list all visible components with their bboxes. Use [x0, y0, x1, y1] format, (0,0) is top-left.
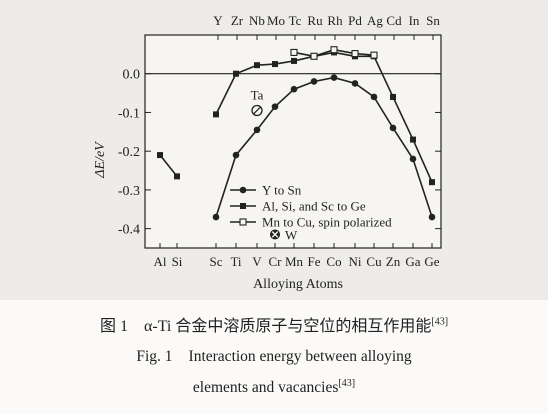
series-2-seg2-point	[291, 57, 297, 64]
caption-english-line-1: Fig. 1 Interaction energy between alloyin…	[0, 348, 548, 366]
x-top-tick-label-sn: Sn	[426, 13, 440, 28]
x-top-tick-label-y: Y	[213, 13, 223, 28]
series-3-point	[290, 48, 298, 56]
legend-marker	[240, 203, 246, 209]
series-1-point	[351, 80, 359, 87]
x-top-tick-label-ag: Ag	[367, 13, 383, 28]
x-axis-label: Alloying Atoms	[253, 277, 343, 292]
series-3-point	[330, 46, 338, 54]
annotation-w-label: W	[285, 227, 298, 242]
x-top-tick-label-rh: Rh	[327, 13, 343, 28]
series-1-point	[290, 85, 298, 93]
x-tick-label-al: Al	[154, 254, 167, 269]
x-top-tick-label-in: In	[409, 13, 420, 28]
x-top-tick-label-ru: Ru	[307, 13, 323, 28]
x-tick-label-si: Si	[172, 254, 183, 269]
plot-frame	[144, 34, 442, 249]
annotation-ta-label: Ta	[251, 88, 264, 103]
series-2-seg2-point	[254, 62, 260, 69]
y-axis-label: ΔE/eV	[93, 141, 108, 179]
caption-cn-prefix: 图 1	[99, 318, 128, 335]
x-top-tick-label-cd: Cd	[386, 13, 402, 28]
caption-cn-text: α-Ti 合金中溶质原子与空位的相互作用能	[143, 318, 432, 335]
series-2-seg1-point	[157, 152, 163, 159]
series-1-line	[215, 76, 433, 218]
legend-marker	[239, 186, 247, 194]
series-1-point	[370, 93, 378, 101]
legend-label-series-3: Mn to Cu, spin polarized	[262, 215, 392, 230]
series-2-seg2-point	[233, 70, 239, 77]
series-2-seg2-point	[272, 61, 278, 68]
series-1-point	[212, 213, 220, 221]
ta-marker-circle	[251, 104, 263, 117]
series-2-seg2-point	[390, 93, 396, 100]
x-top-tick-label-mo: Mo	[267, 13, 285, 28]
series-2-seg1-point	[174, 173, 180, 180]
x-top-tick-label-zr: Zr	[231, 13, 244, 28]
y-tick-label: -0.4	[118, 223, 140, 238]
series-2-seg2-line	[215, 51, 433, 183]
legend-label-series-1: Y to Sn	[262, 183, 302, 198]
series-3-point	[351, 50, 359, 58]
w-marker-cross-2	[271, 231, 279, 238]
x-top-tick-label-nb: Nb	[249, 13, 265, 28]
series-2-seg1-line	[159, 154, 178, 177]
x-tick-label-cr: Cr	[269, 254, 283, 269]
series-1-point	[428, 213, 436, 221]
x-tick-label-ge: Ge	[424, 254, 439, 269]
y-tick-label: 0.0	[123, 68, 141, 83]
x-tick-label-cu: Cu	[366, 254, 382, 269]
series-2-seg2-point	[213, 111, 219, 118]
caption-en-ref: [43]	[338, 378, 356, 389]
caption-cn-ref: [43]	[431, 316, 449, 328]
ta-marker-slash	[253, 106, 261, 115]
legend-marker	[239, 218, 247, 226]
x-tick-label-fe: Fe	[308, 254, 321, 269]
caption-en-line1: Interaction energy between alloying	[188, 348, 412, 365]
y-tick-label: -0.3	[118, 184, 140, 199]
legend-label-series-2: Al, Si, and Sc to Ge	[262, 199, 366, 214]
x-tick-label-mn: Mn	[285, 254, 304, 269]
y-tick-label: -0.2	[118, 145, 140, 160]
caption-chinese: 图 1 α-Ti 合金中溶质原子与空位的相互作用能[43]	[0, 312, 548, 336]
x-tick-label-ga: Ga	[405, 254, 420, 269]
series-1-point	[232, 151, 240, 159]
x-tick-label-ti: Ti	[230, 254, 241, 269]
x-top-tick-label-tc: Tc	[289, 13, 302, 28]
x-tick-label-co: Co	[326, 254, 341, 269]
series-3-point	[370, 51, 378, 59]
series-1-point	[310, 78, 318, 85]
series-1-point	[253, 126, 261, 134]
x-tick-label-sc: Sc	[210, 254, 223, 269]
x-tick-label-zn: Zn	[386, 254, 401, 269]
x-tick-label-v: V	[252, 254, 262, 269]
caption-en-line2: elements and vacancies	[192, 379, 339, 397]
series-2-seg2-point	[410, 136, 416, 143]
series-3-point	[310, 52, 318, 60]
series-1-point	[271, 103, 279, 110]
x-top-tick-label-pd: Pd	[348, 13, 362, 28]
x-tick-label-ni: Ni	[349, 254, 362, 269]
series-2-seg2-point	[429, 179, 435, 186]
caption-english-line-2: elements and vacancies[43]	[0, 378, 548, 397]
series-1-point	[330, 74, 338, 81]
caption-en-prefix: Fig. 1	[136, 348, 173, 365]
series-1-point	[409, 155, 417, 163]
y-tick-label: -0.1	[118, 106, 140, 121]
series-1-point	[389, 124, 397, 132]
interaction-energy-chart: 0.0 -0.1 -0.2 -0.3 -0.4 Al Si Sc Ti V Cr Mn Fe Co Ni Cu…	[0, 0, 548, 300]
